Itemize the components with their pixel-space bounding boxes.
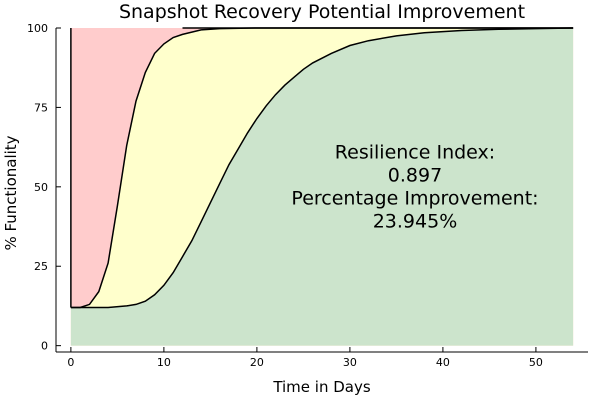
x-tick-label: 40: [436, 356, 450, 369]
plot-area: [70, 27, 574, 346]
x-tick-label: 0: [67, 356, 74, 369]
resilience-annotation: Resilience Index: 0.897 Percentage Impro…: [291, 141, 538, 232]
x-axis-ticks: 0 10 20 30 40 50: [67, 347, 543, 369]
x-tick-label: 20: [250, 356, 264, 369]
axes: 0 10 20 30 40 50 0 25 50 75 100: [27, 22, 588, 369]
x-tick-label: 30: [343, 356, 357, 369]
y-tick-label: 50: [34, 181, 48, 194]
y-tick-label: 0: [41, 340, 48, 353]
y-tick-label: 75: [34, 101, 48, 114]
annotation-line-improvement-label: Percentage Improvement:: [291, 187, 538, 209]
y-axis-ticks: 0 25 50 75 100: [27, 22, 61, 353]
y-tick-label: 25: [34, 260, 48, 273]
annotation-line-resilience-label: Resilience Index:: [335, 141, 495, 163]
x-tick-label: 50: [529, 356, 543, 369]
y-tick-label: 100: [27, 22, 48, 35]
baseline-recovery-curve: [70, 27, 574, 309]
annotation-line-improvement-value: 23.945%: [373, 210, 458, 232]
annotation-line-resilience-value: 0.897: [388, 164, 442, 186]
chart-title: Snapshot Recovery Potential Improvement: [119, 1, 525, 23]
x-axis-label: Time in Days: [272, 378, 371, 396]
x-tick-label: 10: [157, 356, 171, 369]
recovered-region: [70, 28, 574, 346]
y-axis-label: % Functionality: [2, 135, 20, 250]
